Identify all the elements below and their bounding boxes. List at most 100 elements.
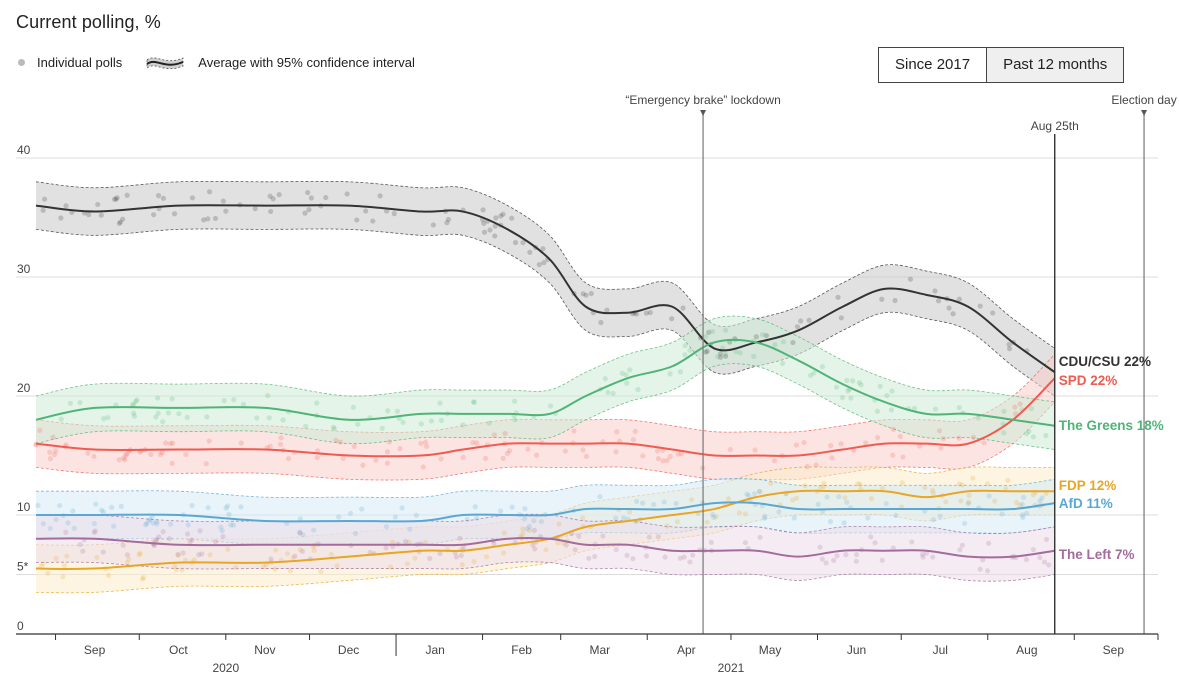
poll-dot — [77, 400, 83, 406]
since-2017-button[interactable]: Since 2017 — [878, 47, 988, 83]
poll-dot — [890, 426, 896, 433]
poll-dot — [98, 212, 104, 218]
x-tick-label: Nov — [254, 643, 275, 657]
poll-dot — [977, 566, 983, 572]
poll-dot — [379, 425, 385, 431]
poll-dot — [838, 441, 844, 447]
poll-dot — [984, 481, 991, 487]
poll-dot — [752, 447, 758, 453]
poll-dot — [946, 305, 952, 311]
poll-dot — [481, 229, 488, 235]
poll-dot — [763, 332, 769, 339]
poll-dot — [370, 218, 376, 224]
poll-dot — [630, 556, 636, 562]
x-tick-label: May — [759, 643, 782, 657]
poll-dot — [520, 240, 526, 246]
poll-dot — [134, 397, 140, 403]
poll-dot — [682, 352, 688, 358]
poll-dot — [540, 246, 546, 252]
poll-dot — [187, 539, 193, 545]
poll-dot — [311, 527, 317, 533]
poll-dot — [843, 552, 849, 558]
poll-dot — [899, 480, 905, 486]
poll-dot — [838, 315, 844, 321]
poll-dot — [708, 539, 714, 545]
poll-dot — [254, 415, 260, 421]
series-label: The Greens 18% — [1059, 418, 1164, 433]
poll-dot — [100, 549, 106, 555]
poll-dot — [746, 492, 752, 499]
poll-dot — [500, 550, 507, 556]
poll-dot — [420, 464, 426, 470]
poll-dot — [690, 552, 696, 558]
x-tick-label: Aug — [1016, 643, 1037, 657]
poll-dot — [93, 501, 99, 507]
poll-dot — [722, 353, 729, 359]
poll-dot — [179, 567, 185, 573]
poll-dot — [703, 333, 709, 340]
poll-dot — [940, 436, 946, 442]
x-tick-label: Jul — [933, 643, 948, 657]
poll-dot — [406, 539, 412, 545]
poll-dot — [98, 507, 105, 513]
poll-dot — [857, 481, 863, 487]
poll-dot — [662, 554, 668, 560]
poll-dot — [160, 419, 166, 425]
series-line — [35, 537, 1055, 559]
poll-dot — [872, 540, 878, 546]
poll-dot — [932, 406, 939, 412]
poll-dot — [154, 536, 160, 543]
poll-dot — [383, 545, 389, 551]
poll-dot — [572, 547, 578, 553]
poll-dot — [751, 353, 757, 359]
poll-dot — [219, 528, 225, 534]
poll-dot — [61, 562, 68, 569]
poll-dot — [1028, 406, 1034, 412]
poll-dot — [278, 435, 284, 441]
poll-dot — [635, 386, 641, 393]
poll-dot — [930, 554, 936, 560]
poll-dot — [94, 554, 100, 561]
poll-dot — [225, 546, 231, 552]
poll-dot — [632, 428, 638, 434]
poll-dot — [524, 526, 530, 532]
poll-dot — [527, 249, 533, 255]
poll-dot — [458, 552, 464, 559]
poll-dot — [890, 545, 896, 551]
poll-dot — [37, 427, 43, 433]
past-12-months-button[interactable]: Past 12 months — [987, 47, 1125, 83]
poll-dot — [1043, 432, 1049, 439]
poll-dot — [171, 563, 178, 569]
poll-dot — [131, 413, 138, 419]
poll-dot — [563, 542, 569, 548]
poll-dot — [943, 499, 949, 505]
poll-dot — [153, 538, 159, 544]
poll-dot — [238, 504, 244, 510]
series-label: SPD 22% — [1059, 373, 1118, 388]
poll-dot — [640, 500, 646, 506]
poll-dot — [228, 522, 234, 528]
poll-dot — [91, 520, 97, 527]
poll-dot — [116, 220, 122, 227]
poll-dot — [311, 547, 317, 553]
poll-dot — [929, 487, 936, 493]
poll-dot — [756, 488, 763, 495]
poll-dot — [231, 397, 237, 403]
poll-dot — [100, 509, 107, 515]
poll-dot — [530, 542, 536, 548]
series-line — [35, 338, 1055, 427]
poll-dot — [363, 208, 369, 214]
poll-dot — [588, 290, 594, 297]
poll-dot — [892, 297, 898, 304]
x-tick-label: Jun — [847, 643, 866, 657]
poll-dot — [445, 216, 452, 223]
poll-dot — [821, 480, 827, 486]
poll-dot — [583, 453, 590, 459]
poll-dot — [169, 460, 175, 467]
poll-dot — [266, 415, 272, 421]
poll-dot — [497, 508, 504, 514]
poll-dot — [163, 440, 169, 446]
poll-dot — [63, 203, 69, 209]
poll-dot — [471, 559, 477, 565]
poll-dot — [776, 509, 782, 515]
